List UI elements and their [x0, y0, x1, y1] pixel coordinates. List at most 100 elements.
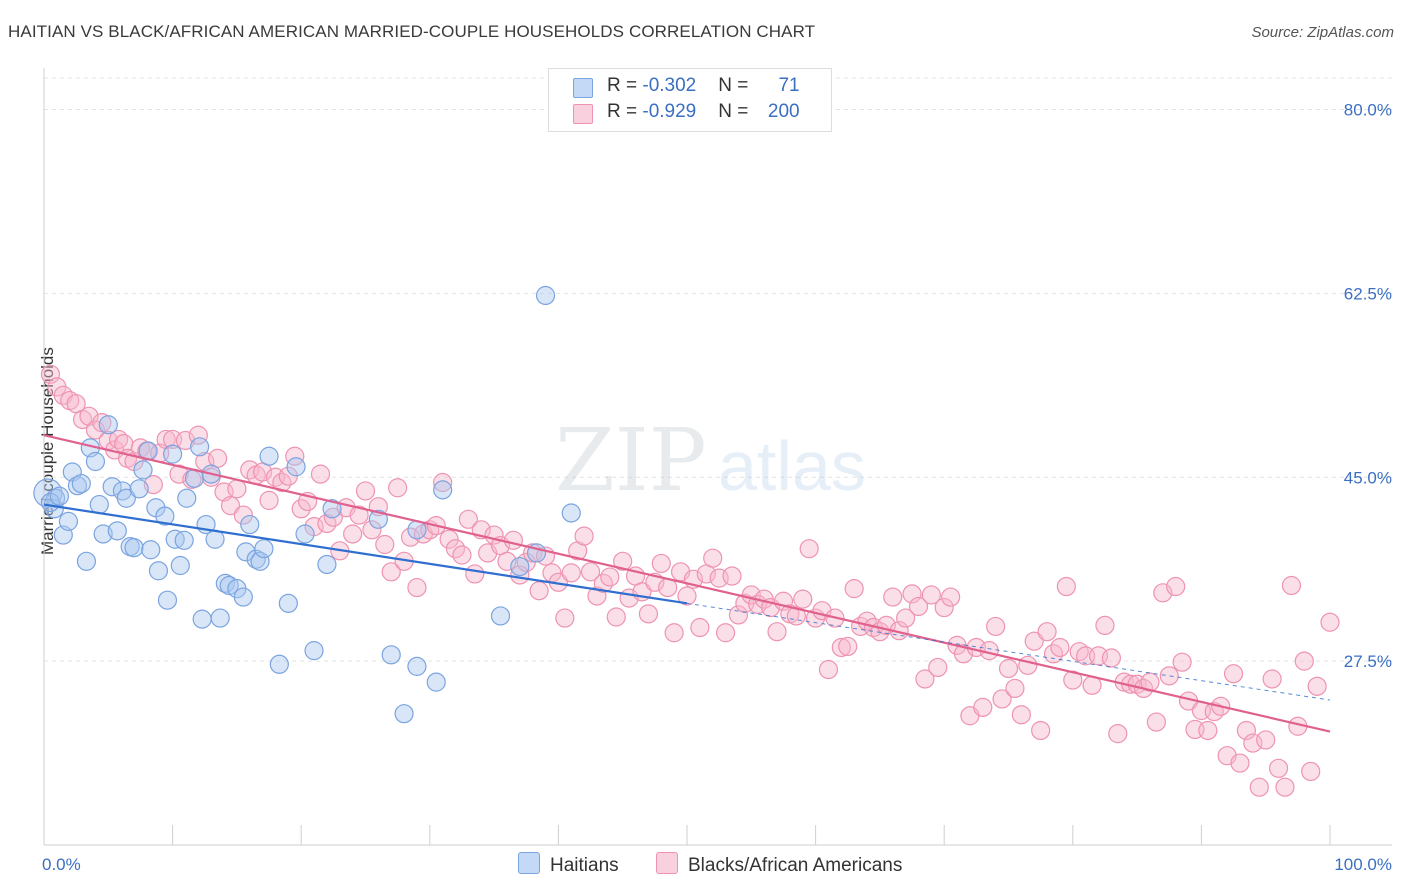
- haitian-point: [210, 608, 230, 628]
- haitian-point: [98, 415, 118, 435]
- black-african-american-point: [355, 481, 376, 501]
- trend-line-blacks: [43, 434, 1331, 733]
- haitian-point: [240, 514, 260, 535]
- black-african-american-point: [1294, 651, 1314, 671]
- black-african-american-point: [574, 526, 594, 546]
- haitian-point: [250, 551, 270, 571]
- black-african-american-point: [838, 636, 858, 657]
- black-african-american-point: [497, 551, 517, 571]
- haitian-point: [124, 538, 144, 558]
- black-african-american-point: [928, 657, 948, 678]
- haitian-point: [295, 524, 315, 544]
- haitian-point: [278, 593, 298, 613]
- watermark-atlas: atlas: [718, 427, 866, 505]
- haitian-point: [286, 457, 306, 477]
- haitian-point: [85, 451, 106, 472]
- y-tick-label: 45.0%: [1344, 468, 1392, 487]
- black-african-american-point: [555, 608, 575, 628]
- legend-swatch-haitians: [573, 78, 593, 98]
- haitian-point: [368, 509, 388, 529]
- black-african-american-point: [1024, 631, 1044, 651]
- haitian-point: [192, 609, 212, 629]
- haitian-point: [102, 477, 122, 497]
- black-african-american-point: [992, 689, 1012, 709]
- black-african-american-point: [1101, 648, 1121, 668]
- black-african-american-point: [587, 586, 607, 606]
- black-african-american-point: [831, 637, 851, 658]
- black-african-american-point: [902, 584, 922, 604]
- chart-title: HAITIAN VS BLACK/AFRICAN AMERICAN MARRIE…: [8, 22, 816, 41]
- black-african-american-point: [986, 616, 1006, 637]
- black-african-american-point: [1005, 678, 1025, 699]
- legend-r-value: -0.929: [642, 101, 697, 122]
- axes: [43, 68, 1392, 846]
- black-african-american-point: [233, 505, 253, 525]
- black-african-american-point: [613, 551, 633, 571]
- legend-r-label: R =: [607, 75, 643, 96]
- haitian-point: [561, 503, 581, 523]
- black-african-american-point: [561, 563, 581, 583]
- black-african-american-point: [896, 608, 916, 628]
- watermark: ZIP atlas: [555, 411, 866, 511]
- haitian-point: [233, 587, 253, 607]
- trend-lines: [43, 434, 1331, 733]
- black-african-american-point: [433, 472, 453, 493]
- bottom-legend-label-blacks: Blacks/African Americans: [688, 855, 903, 876]
- black-african-american-point: [362, 520, 382, 540]
- black-african-american-point: [921, 585, 941, 605]
- haitian-point: [71, 473, 91, 494]
- black-african-american-point: [169, 464, 189, 484]
- haitian-point: [148, 561, 169, 581]
- y-tick-label: 27.5%: [1344, 652, 1392, 671]
- y-tick-label: 62.5%: [1344, 284, 1392, 303]
- legend-r-label: R =: [607, 101, 643, 122]
- y-tick-label: 80.0%: [1344, 101, 1392, 120]
- black-african-american-point: [728, 605, 749, 625]
- trend-line-haitians: [43, 503, 688, 605]
- haitian-point: [133, 460, 153, 480]
- black-african-american-point: [793, 589, 813, 609]
- black-african-american-point: [883, 587, 903, 607]
- black-african-american-point: [1256, 730, 1276, 750]
- haitian-point: [163, 444, 183, 464]
- haitian-point: [129, 479, 149, 499]
- black-african-american-point: [1268, 758, 1289, 778]
- haitian-point: [107, 521, 127, 541]
- legend-n-label: N =: [718, 101, 754, 122]
- haitian-point: [219, 575, 239, 596]
- black-african-american-point: [664, 623, 684, 643]
- black-african-american-point: [1320, 612, 1340, 632]
- haitian-point: [116, 488, 136, 508]
- haitian-point: [174, 530, 194, 550]
- legend-n-value: 200: [767, 101, 800, 122]
- legend-swatch-blacks: [573, 104, 593, 124]
- black-african-american-point: [998, 658, 1019, 679]
- black-african-american-point: [844, 579, 864, 599]
- haitian-point: [155, 506, 175, 526]
- black-african-american-point: [452, 545, 472, 565]
- correlation-legend: R = -0.302 N = 71 R = -0.929 N = 200: [548, 68, 832, 132]
- black-african-american-point: [143, 475, 163, 495]
- bottom-legend-blacks: Blacks/African Americans: [656, 852, 902, 877]
- haitian-point: [89, 494, 109, 515]
- haitian-point: [170, 555, 190, 576]
- black-african-american-point: [677, 586, 697, 606]
- bottom-legend-swatch-blacks: [656, 852, 678, 874]
- black-african-american-point: [908, 596, 929, 617]
- black-african-american-point: [1166, 576, 1186, 597]
- black-african-american-point: [458, 509, 478, 529]
- black-african-american-point: [934, 597, 954, 618]
- black-african-american-point: [1159, 666, 1179, 686]
- black-african-american-point: [1050, 637, 1070, 658]
- black-african-american-point: [767, 622, 787, 642]
- bottom-legend-swatch-haitians: [518, 852, 540, 874]
- black-african-american-point: [941, 587, 961, 607]
- black-african-american-point: [285, 446, 305, 466]
- black-african-american-point: [606, 607, 626, 627]
- black-african-american-point: [529, 581, 549, 601]
- bottom-legend-haitians: Haitians: [518, 852, 619, 877]
- haitian-point: [205, 529, 225, 549]
- bottom-legend-label-haitians: Haitians: [550, 855, 619, 876]
- legend-n-value: 71: [778, 75, 800, 96]
